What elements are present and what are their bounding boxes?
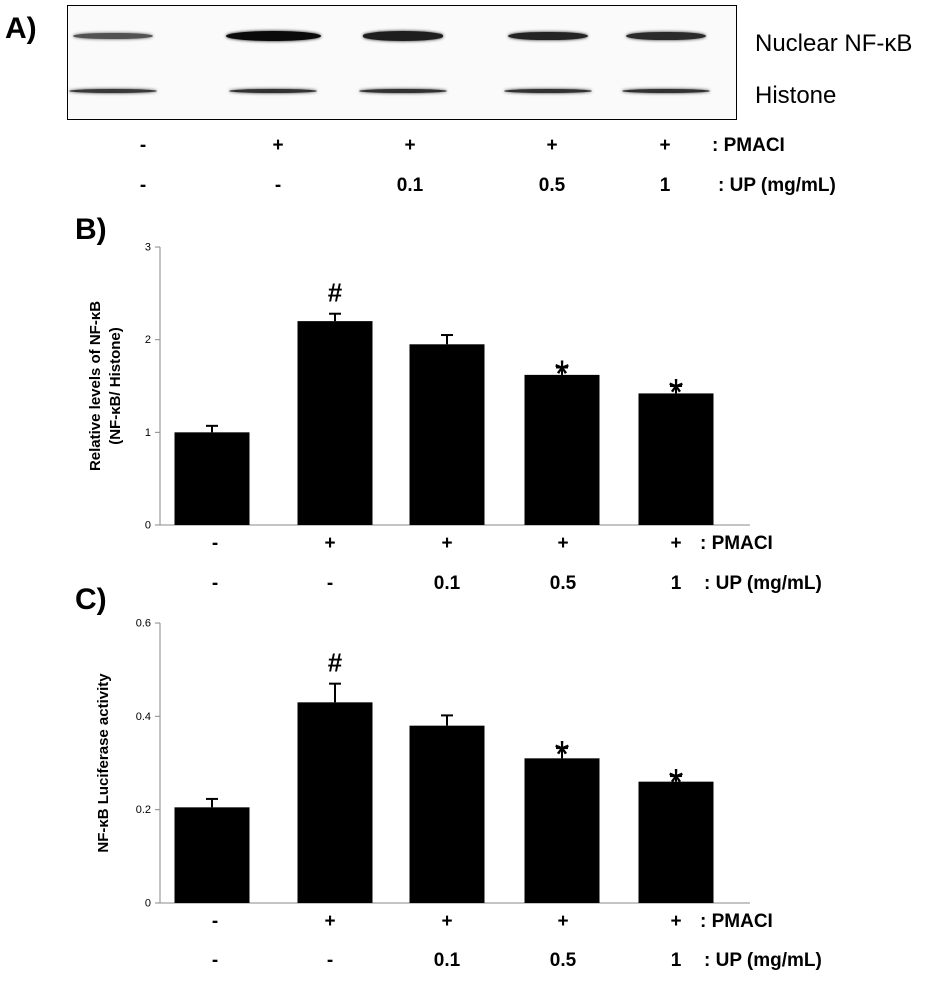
blot-band: [626, 31, 706, 41]
panel-a-up-cell: 0.1: [396, 175, 424, 196]
panel-b-up-cell: -: [211, 573, 219, 594]
bar: [638, 781, 714, 903]
panel-a-pmaci-cell: +: [546, 135, 558, 156]
bar: [297, 702, 373, 903]
panel-c-up-cell: -: [326, 950, 334, 971]
panel-a-pmaci-cell: +: [659, 135, 671, 156]
y-tick-label: 0: [145, 520, 151, 532]
y-tick-label: 0.4: [136, 711, 151, 723]
panel-a-up-cell: 0.5: [538, 175, 566, 196]
blot-band: [229, 89, 317, 93]
western-blot: [67, 5, 737, 120]
bar: [409, 725, 485, 903]
significance-star: *: [555, 353, 570, 395]
panel-c-up-cell: 0.1: [433, 950, 461, 971]
panel-b-pmaci-cell: +: [557, 533, 569, 554]
panel-b-pmaci-cell: +: [670, 533, 682, 554]
panel-c-up-cell: -: [211, 950, 219, 971]
panel-c-label: C): [75, 583, 107, 616]
blot-band: [69, 89, 157, 93]
panel-a-up-cell: -: [274, 175, 282, 196]
y-axis-label: NF-κB Luciferase activity: [95, 673, 112, 853]
band-label-nfkb: Nuclear NF-κB: [755, 30, 913, 57]
panel-c-pmaci-cell: -: [211, 911, 219, 932]
blot-band: [73, 32, 153, 40]
bar: [174, 807, 250, 903]
significance-star: *: [669, 372, 684, 414]
y-tick-label: 2: [145, 334, 151, 346]
y-axis-label: (NF-κB/ Histone): [107, 327, 124, 445]
y-tick-label: 0: [145, 898, 151, 910]
bar: [174, 432, 250, 525]
significance-star: *: [669, 762, 684, 804]
panel-b-pmaci-cell: +: [324, 533, 336, 554]
panel-c-pmaci-label: : PMACI: [700, 911, 773, 932]
blot-band: [504, 89, 592, 93]
panel-b-label: B): [75, 213, 107, 246]
bar: [297, 321, 373, 525]
panel-b-up-cell: -: [326, 573, 334, 594]
blot-band: [359, 89, 447, 93]
panel-a-pmaci-cell: +: [404, 135, 416, 156]
panel-a-up-cell: -: [139, 175, 147, 196]
panel-c-pmaci-cell: +: [441, 911, 453, 932]
panel-b-up-cell: 0.1: [433, 573, 461, 594]
panel-c-pmaci-cell: +: [670, 911, 682, 932]
blot-band: [508, 31, 588, 41]
y-tick-label: 3: [145, 242, 151, 254]
panel-c-pmaci-cell: +: [557, 911, 569, 932]
panel-c-up-cell: 1: [670, 950, 682, 971]
bar: [409, 344, 485, 525]
y-axis-label: Relative levels of NF-κB: [87, 301, 104, 471]
y-tick-label: 1: [145, 427, 151, 439]
blot-band: [363, 31, 443, 41]
panel-a-up-label: : UP (mg/mL): [718, 175, 836, 196]
blot-band: [225, 31, 321, 41]
chart-b: 0 1 2 3 # * * Relative levels of NF-κB (NF-κB/ H…: [87, 242, 750, 532]
panel-b-pmaci-cell: +: [441, 533, 453, 554]
significance-hash: #: [328, 648, 343, 678]
y-tick-label: 0.2: [136, 804, 151, 816]
chart-c: 0 0.2 0.4 0.6 # * * NF-κB Luciferase activity: [95, 618, 750, 910]
y-tick-label: 0.6: [136, 618, 151, 630]
panel-c-up-cell: 0.5: [549, 950, 577, 971]
panel-a-pmaci-cell: +: [272, 135, 284, 156]
panel-b-up-cell: 1: [670, 573, 682, 594]
panel-a-label: A): [5, 12, 37, 45]
panel-b-pmaci-cell: -: [211, 533, 219, 554]
bar: [524, 374, 600, 525]
bar: [524, 758, 600, 903]
blot-band: [622, 89, 710, 93]
panel-a-pmaci-label: : PMACI: [712, 135, 785, 156]
significance-star: *: [555, 734, 570, 776]
panel-a-up-cell: 1: [659, 175, 671, 196]
band-label-histone: Histone: [755, 82, 837, 109]
panel-b-up-cell: 0.5: [549, 573, 577, 594]
panel-c-pmaci-cell: +: [324, 911, 336, 932]
panel-b-pmaci-label: : PMACI: [700, 533, 773, 554]
panel-b-up-label: : UP (mg/mL): [704, 573, 822, 594]
panel-c-up-label: : UP (mg/mL): [704, 950, 822, 971]
significance-hash: #: [328, 278, 343, 308]
panel-a-pmaci-cell: -: [139, 135, 147, 156]
bar: [638, 393, 714, 525]
